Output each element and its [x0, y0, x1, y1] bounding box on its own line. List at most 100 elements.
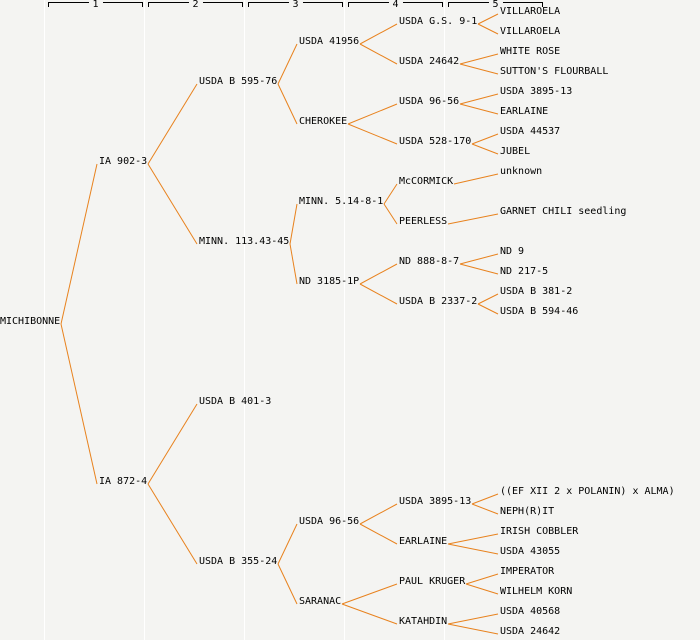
tree-node-ia_902_3[interactable]: IA 902-3: [99, 156, 148, 167]
pedigree-edge-cherokee-usda_528_170: [347, 123, 398, 145]
tree-node-usda_b_401_3[interactable]: USDA B 401-3: [199, 396, 272, 407]
tree-node-cherokee[interactable]: CHEROKEE: [299, 116, 348, 127]
tree-node-usda_b_2337_2[interactable]: USDA B 2337-2: [399, 296, 478, 307]
pedigree-edge-minn_5_14_8_1-peerless: [383, 203, 398, 225]
pedigree-edge-usda_96_56_a-earlaine_a: [459, 103, 499, 115]
tree-node-peerless[interactable]: PEERLESS: [399, 216, 448, 227]
tree-node-nd_3185_1p[interactable]: ND 3185-1P: [299, 276, 360, 287]
tree-node-saranac[interactable]: SARANAC: [299, 596, 342, 607]
pedigree-edge-usda_b_355_24-usda_96_56_b: [277, 523, 298, 565]
tree-node-suttons_flourball[interactable]: SUTTON'S FLOURBALL: [500, 66, 609, 77]
pedigree-edge-usda_24642_a-white_rose: [459, 53, 499, 65]
tree-node-earlaine_b[interactable]: EARLAINE: [399, 536, 448, 547]
tree-node-usda_3895_13_b[interactable]: USDA 3895-13: [399, 496, 472, 507]
tree-node-ef_xii_polanin_alma[interactable]: ((EF XII 2 x POLANIN) x ALMA): [500, 486, 675, 497]
tree-node-usda_40568[interactable]: USDA 40568: [500, 606, 561, 617]
pedigree-edge-paul_kruger-imperator: [465, 573, 499, 585]
tree-node-nd_217_5[interactable]: ND 217-5: [500, 266, 549, 277]
tree-node-minn_5_14_8_1[interactable]: MINN. 5.14-8-1: [299, 196, 384, 207]
tree-node-nd_888_8_7[interactable]: ND 888-8-7: [399, 256, 460, 267]
tree-node-usda_528_170[interactable]: USDA 528-170: [399, 136, 472, 147]
pedigree-edge-usda_41956-usda_gs_9_1: [359, 23, 398, 45]
pedigree-edge-usda_b_595_76-usda_41956: [277, 43, 298, 85]
tree-node-white_rose[interactable]: WHITE ROSE: [500, 46, 561, 57]
tree-node-michibonne[interactable]: MICHIBONNE: [0, 316, 61, 327]
pedigree-edge-minn_113_43_45-minn_5_14_8_1: [289, 203, 298, 245]
pedigree-edge-usda_b_595_76-cherokee: [277, 83, 298, 125]
tree-node-unknown[interactable]: unknown: [500, 166, 543, 177]
pedigree-edge-peerless-garnet_chili_seedling: [447, 213, 499, 225]
tree-node-usda_24642_a[interactable]: USDA 24642: [399, 56, 460, 67]
pedigree-edge-usda_b_2337_2-usda_b_381_2: [477, 293, 499, 305]
tree-node-garnet_chili_seedling[interactable]: GARNET CHILI seedling: [500, 206, 627, 217]
tree-node-paul_kruger[interactable]: PAUL KRUGER: [399, 576, 466, 587]
generation-label-5: 5: [488, 0, 503, 10]
tree-node-nd_9[interactable]: ND 9: [500, 246, 525, 257]
pedigree-edge-michibonne-ia_902_3: [60, 163, 98, 325]
pedigree-edge-usda_96_56_a-usda_3895_13_a: [459, 93, 499, 105]
pedigree-edge-katahdin-usda_40568: [447, 613, 499, 625]
generation-label-1: 1: [88, 0, 103, 10]
tree-node-usda_41956[interactable]: USDA 41956: [299, 36, 360, 47]
pedigree-edge-usda_41956-usda_24642_a: [359, 43, 398, 65]
pedigree-edge-saranac-katahdin: [341, 603, 398, 625]
tree-node-jubel[interactable]: JUBEL: [500, 146, 531, 157]
pedigree-edge-saranac-paul_kruger: [341, 583, 398, 605]
tree-node-usda_24642_b[interactable]: USDA 24642: [500, 626, 561, 637]
pedigree-edge-usda_96_56_b-usda_3895_13_b: [359, 503, 398, 525]
tree-node-mccormick[interactable]: McCORMICK: [399, 176, 454, 187]
pedigree-edge-nd_888_8_7-nd_9: [459, 253, 499, 265]
generation-label-4: 4: [388, 0, 403, 10]
tree-node-earlaine_a[interactable]: EARLAINE: [500, 106, 549, 117]
tree-node-minn_113_43_45[interactable]: MINN. 113.43-45: [199, 236, 290, 247]
tree-node-usda_44537[interactable]: USDA 44537: [500, 126, 561, 137]
generation-label-3: 3: [288, 0, 303, 10]
pedigree-edge-usda_b_355_24-saranac: [277, 563, 298, 605]
pedigree-edge-usda_gs_9_1-villaroela_2: [477, 23, 499, 35]
tree-node-usda_b_595_76[interactable]: USDA B 595-76: [199, 76, 278, 87]
tree-node-wilhelm_korn[interactable]: WILHELM KORN: [500, 586, 573, 597]
tree-node-neph_r_it[interactable]: NEPH(R)IT: [500, 506, 555, 517]
tree-node-villaroela_1[interactable]: VILLAROELA: [500, 6, 561, 17]
pedigree-edge-cherokee-usda_96_56_a: [347, 103, 398, 125]
pedigree-edge-usda_3895_13_b-neph_r_it: [471, 503, 499, 515]
pedigree-edge-usda_96_56_b-earlaine_b: [359, 523, 398, 545]
tree-node-usda_b_381_2[interactable]: USDA B 381-2: [500, 286, 573, 297]
tree-node-usda_gs_9_1[interactable]: USDA G.S. 9-1: [399, 16, 478, 27]
pedigree-edge-usda_gs_9_1-villaroela_1: [477, 13, 499, 25]
tree-node-usda_3895_13_a[interactable]: USDA 3895-13: [500, 86, 573, 97]
pedigree-edge-usda_528_170-jubel: [471, 143, 499, 155]
tree-node-villaroela_2[interactable]: VILLAROELA: [500, 26, 561, 37]
tree-node-ia_872_4[interactable]: IA 872-4: [99, 476, 148, 487]
generation-label-2: 2: [188, 0, 203, 10]
pedigree-edge-ia_872_4-usda_b_401_3: [147, 403, 198, 485]
pedigree-edge-nd_888_8_7-nd_217_5: [459, 263, 499, 275]
tree-node-usda_b_594_46[interactable]: USDA B 594-46: [500, 306, 579, 317]
pedigree-edge-ia_872_4-usda_b_355_24: [147, 483, 198, 565]
pedigree-edge-earlaine_b-usda_43055: [447, 543, 499, 555]
pedigree-edge-minn_113_43_45-nd_3185_1p: [289, 243, 298, 285]
pedigree-edge-michibonne-ia_872_4: [60, 323, 98, 485]
pedigree-edge-usda_24642_a-suttons_flourball: [459, 63, 499, 75]
pedigree-edge-paul_kruger-wilhelm_korn: [465, 583, 499, 595]
pedigree-edge-nd_3185_1p-nd_888_8_7: [359, 263, 398, 285]
pedigree-edge-usda_3895_13_b-ef_xii_polanin_alma: [471, 493, 499, 505]
tree-node-usda_b_355_24[interactable]: USDA B 355-24: [199, 556, 278, 567]
pedigree-edge-minn_5_14_8_1-mccormick: [383, 183, 398, 205]
tree-node-usda_96_56_a[interactable]: USDA 96-56: [399, 96, 460, 107]
tree-node-usda_96_56_b[interactable]: USDA 96-56: [299, 516, 360, 527]
pedigree-edge-earlaine_b-irish_cobbler: [447, 533, 499, 545]
tree-node-irish_cobbler[interactable]: IRISH COBBLER: [500, 526, 579, 537]
pedigree-edge-ia_902_3-minn_113_43_45: [147, 163, 198, 245]
pedigree-edge-ia_902_3-usda_b_595_76: [147, 83, 198, 165]
pedigree-edge-katahdin-usda_24642_b: [447, 623, 499, 635]
pedigree-edge-usda_b_2337_2-usda_b_594_46: [477, 303, 499, 315]
pedigree-edge-mccormick-unknown: [453, 173, 499, 185]
tree-node-imperator[interactable]: IMPERATOR: [500, 566, 555, 577]
pedigree-edge-usda_528_170-usda_44537: [471, 133, 499, 145]
pedigree-edge-nd_3185_1p-usda_b_2337_2: [359, 283, 398, 305]
tree-node-katahdin[interactable]: KATAHDIN: [399, 616, 448, 627]
tree-node-usda_43055[interactable]: USDA 43055: [500, 546, 561, 557]
